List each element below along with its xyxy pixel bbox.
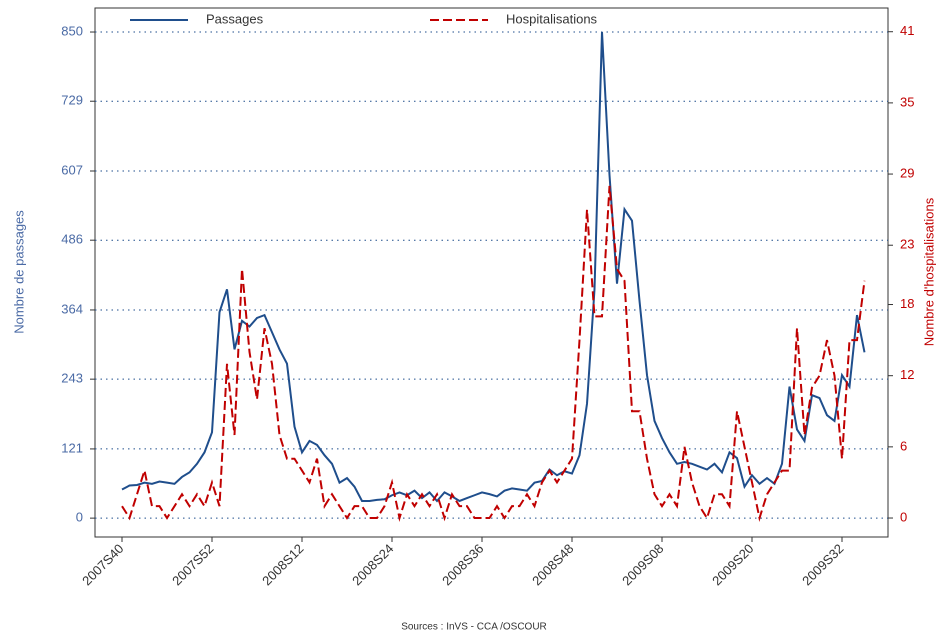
- x-tick-label: 2007S40: [79, 541, 126, 588]
- y-tick-label: 243: [61, 371, 83, 386]
- x-tick-label: 2008S12: [259, 541, 306, 588]
- x-tick-label: 2008S36: [439, 541, 486, 588]
- y-tick-label: 121: [61, 440, 83, 455]
- y2-tick-label: 12: [900, 367, 914, 382]
- source-note: Sources : InVS - CCA /OSCOUR: [401, 622, 547, 633]
- y2-tick-label: 18: [900, 296, 914, 311]
- y2-tick-label: 0: [900, 509, 907, 524]
- y-tick-label: 729: [61, 93, 83, 108]
- plot-frame: [94, 7, 889, 538]
- x-tick-label: 2009S20: [709, 541, 756, 588]
- legend-label: Hospitalisations: [506, 11, 598, 26]
- y2-tick-label: 41: [900, 23, 914, 38]
- y2-tick-label: 35: [900, 94, 914, 109]
- y-tick-label: 607: [61, 162, 83, 177]
- y2-tick-label: 6: [900, 438, 907, 453]
- y-tick-label: 364: [61, 301, 83, 316]
- y-tick-label: 0: [76, 510, 83, 525]
- legend-label: Passages: [206, 11, 264, 26]
- y-tick-label: 486: [61, 232, 83, 247]
- series-line: [121, 31, 866, 503]
- x-tick-label: 2008S48: [529, 541, 576, 588]
- y2-tick-label: 23: [900, 237, 914, 252]
- x-tick-label: 2007S52: [169, 541, 216, 588]
- y2-axis-title: Nombre d'hospitalisations: [921, 197, 936, 346]
- y-axis-title: Nombre de passages: [11, 210, 26, 334]
- y-tick-label: 850: [61, 23, 83, 38]
- x-tick-label: 2008S24: [349, 541, 396, 588]
- series-line: [121, 185, 866, 522]
- y2-tick-label: 29: [900, 165, 914, 180]
- x-tick-label: 2009S32: [799, 541, 846, 588]
- x-tick-label: 2009S08: [619, 541, 666, 588]
